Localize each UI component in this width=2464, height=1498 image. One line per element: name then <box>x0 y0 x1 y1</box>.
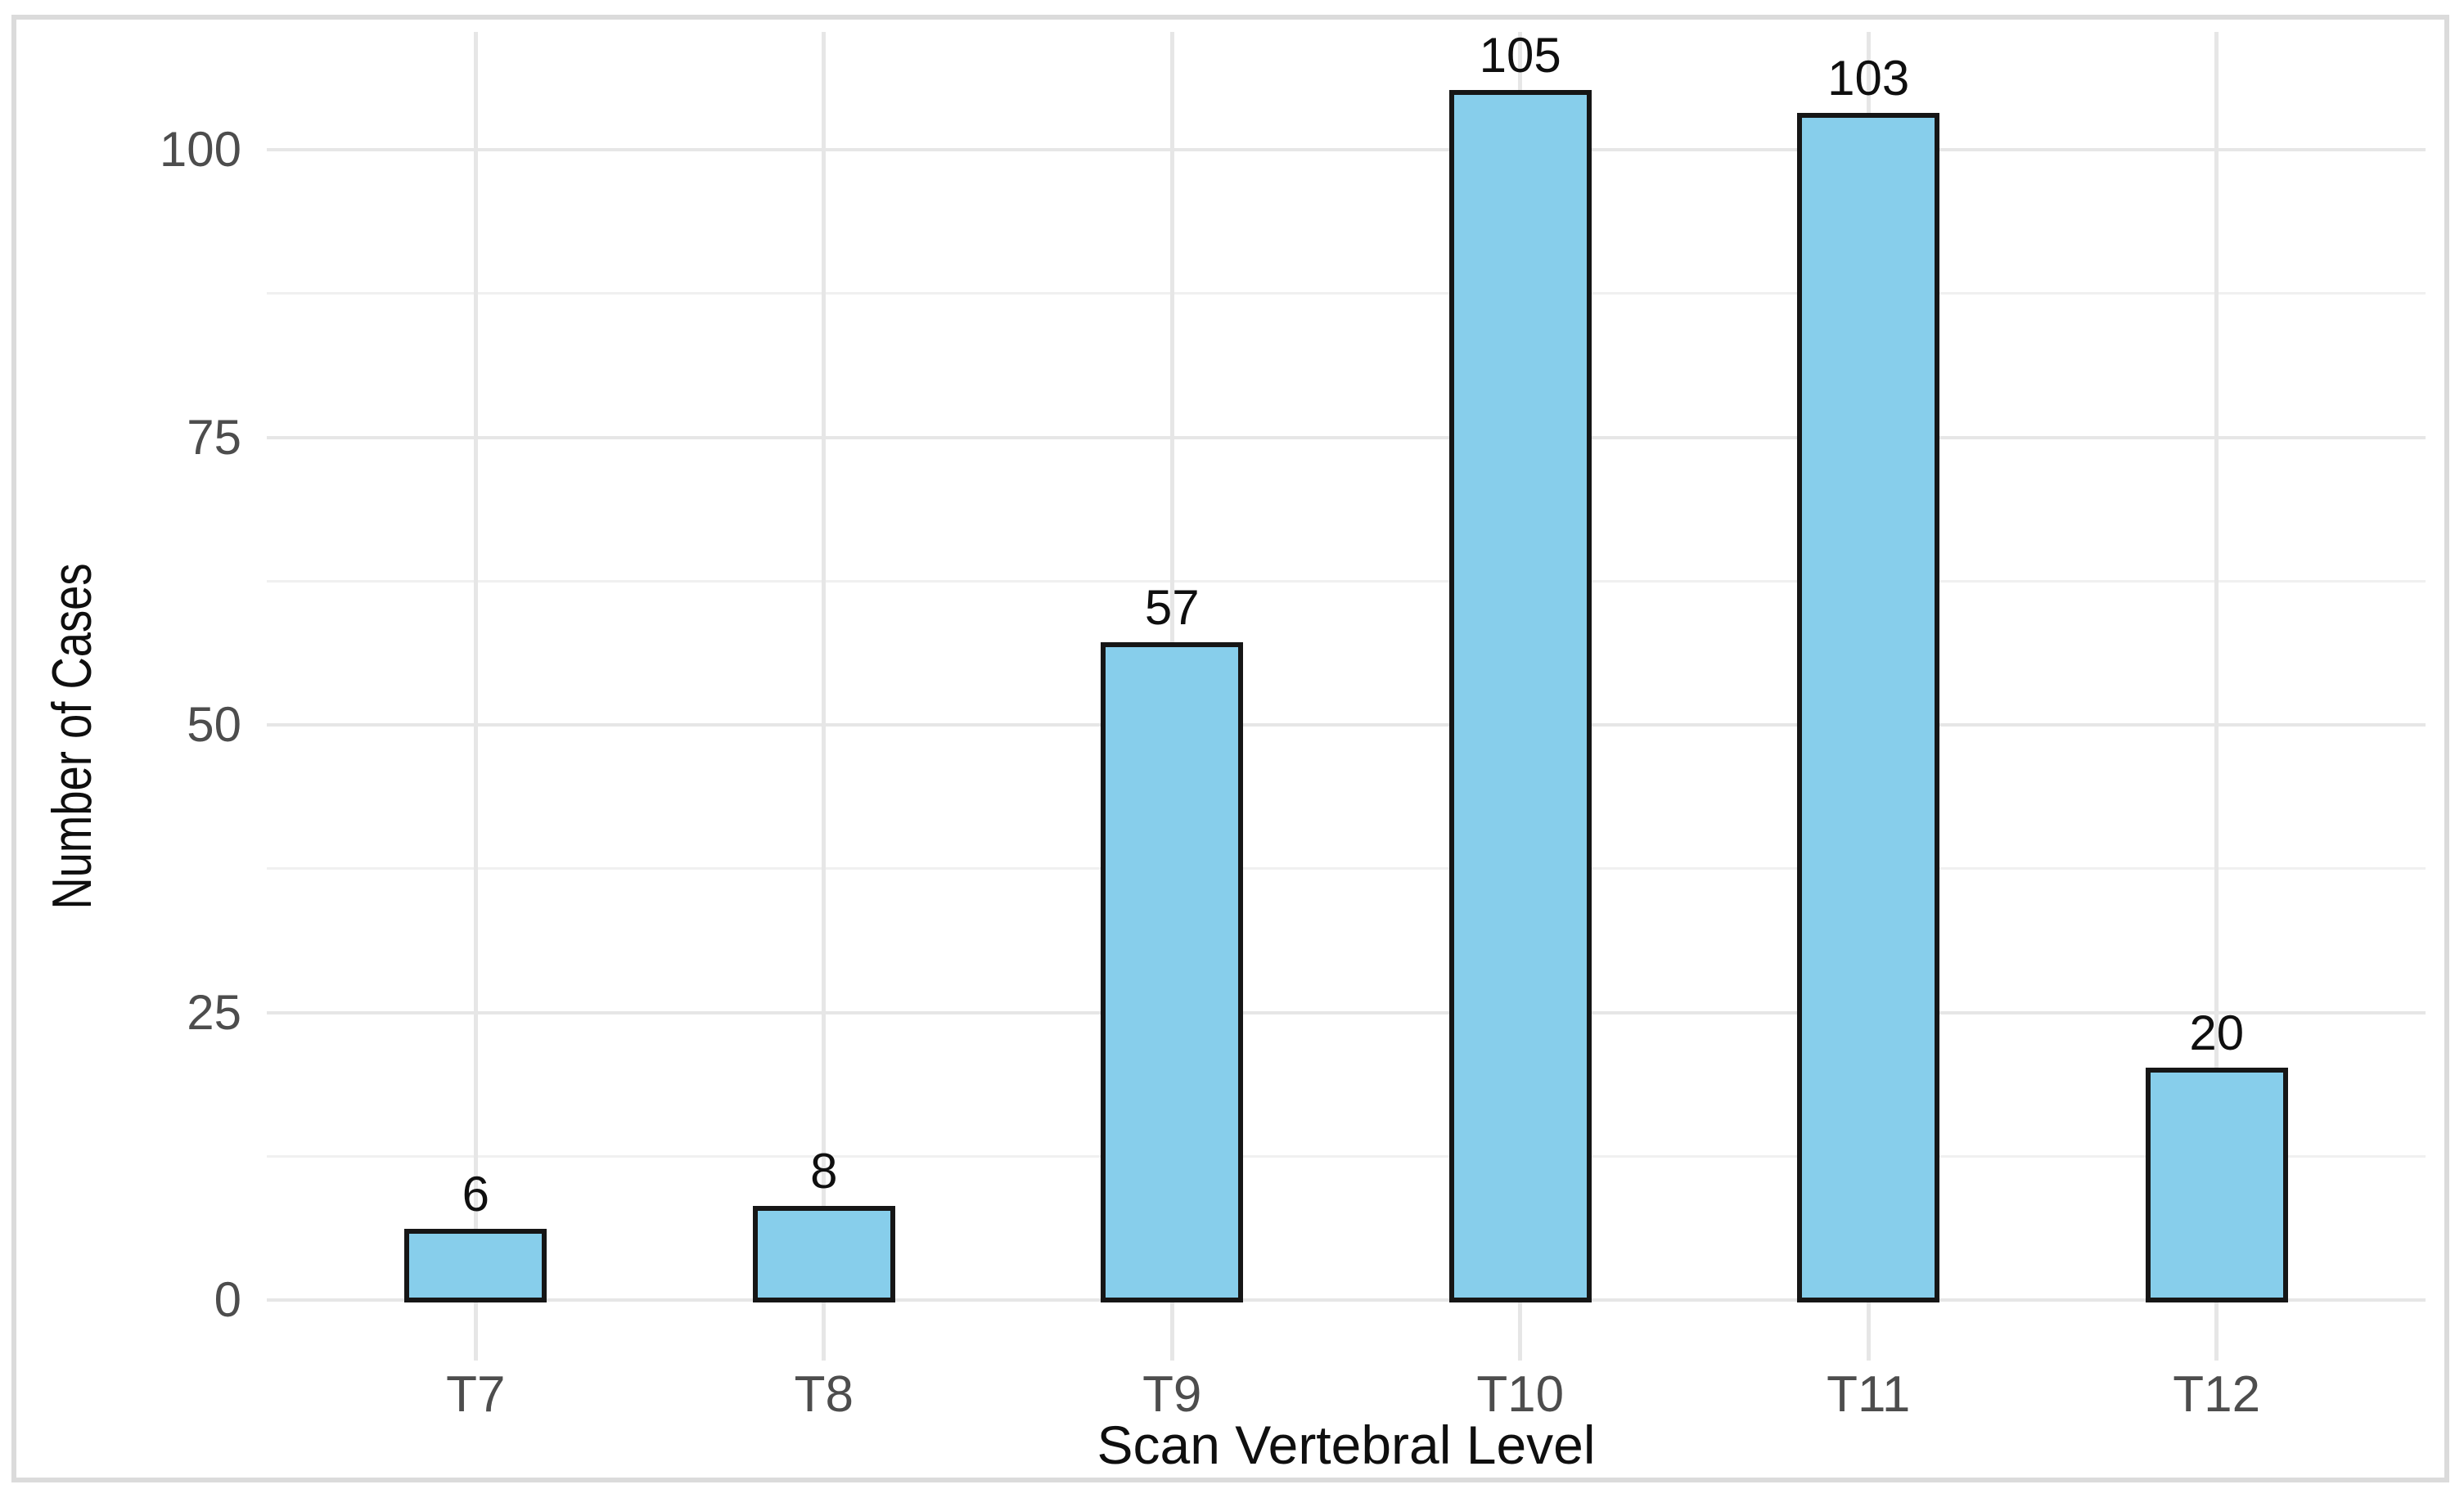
x-tick-label-T10: T10 <box>1476 1366 1565 1423</box>
gridline-minor-y-87.5 <box>267 292 2426 295</box>
y-tick-label-25: 25 <box>187 984 241 1040</box>
gridline-major-y-0 <box>267 1298 2426 1302</box>
bar-value-label-T10: 105 <box>1479 27 1561 83</box>
x-axis-title: Scan Vertebral Level <box>1097 1415 1596 1475</box>
bar-value-label-T11: 103 <box>1827 50 1910 106</box>
gridline-major-y-75 <box>267 435 2426 439</box>
x-tick-label-T11: T11 <box>1827 1366 1911 1423</box>
bar-T9 <box>1101 641 1244 1303</box>
bar-T8 <box>752 1205 895 1303</box>
y-tick-label-50: 50 <box>187 697 241 753</box>
gridline-major-x-T7 <box>473 32 478 1361</box>
y-tick-label-100: 100 <box>159 122 241 178</box>
bar-value-label-T12: 20 <box>2189 1005 2245 1060</box>
bar-T7 <box>404 1228 547 1303</box>
bar-value-label-T9: 57 <box>1144 579 1200 635</box>
y-tick-label-0: 0 <box>214 1272 241 1328</box>
x-tick-label-T7: T7 <box>446 1366 506 1423</box>
bar-value-label-T7: 6 <box>462 1166 489 1221</box>
x-tick-label-T8: T8 <box>794 1366 854 1423</box>
gridline-minor-y-12.5 <box>267 1154 2426 1158</box>
gridline-major-y-100 <box>267 148 2426 152</box>
bar-T12 <box>2145 1067 2288 1303</box>
y-tick-label-75: 75 <box>187 409 241 465</box>
bar-T11 <box>1797 112 1940 1303</box>
bar-value-label-T8: 8 <box>810 1143 838 1199</box>
gridline-major-x-T12 <box>2214 32 2219 1361</box>
bar-T10 <box>1448 89 1592 1303</box>
x-tick-label-T12: T12 <box>2173 1366 2261 1423</box>
gridline-minor-y-37.5 <box>267 867 2426 870</box>
gridline-major-y-25 <box>267 1010 2426 1014</box>
gridline-minor-y-62.5 <box>267 579 2426 583</box>
plot-panel <box>267 32 2426 1361</box>
y-axis-title: Number of Cases <box>41 563 103 910</box>
gridline-major-x-T8 <box>822 32 827 1361</box>
x-tick-label-T9: T9 <box>1142 1366 1202 1423</box>
gridline-major-y-50 <box>267 723 2426 727</box>
